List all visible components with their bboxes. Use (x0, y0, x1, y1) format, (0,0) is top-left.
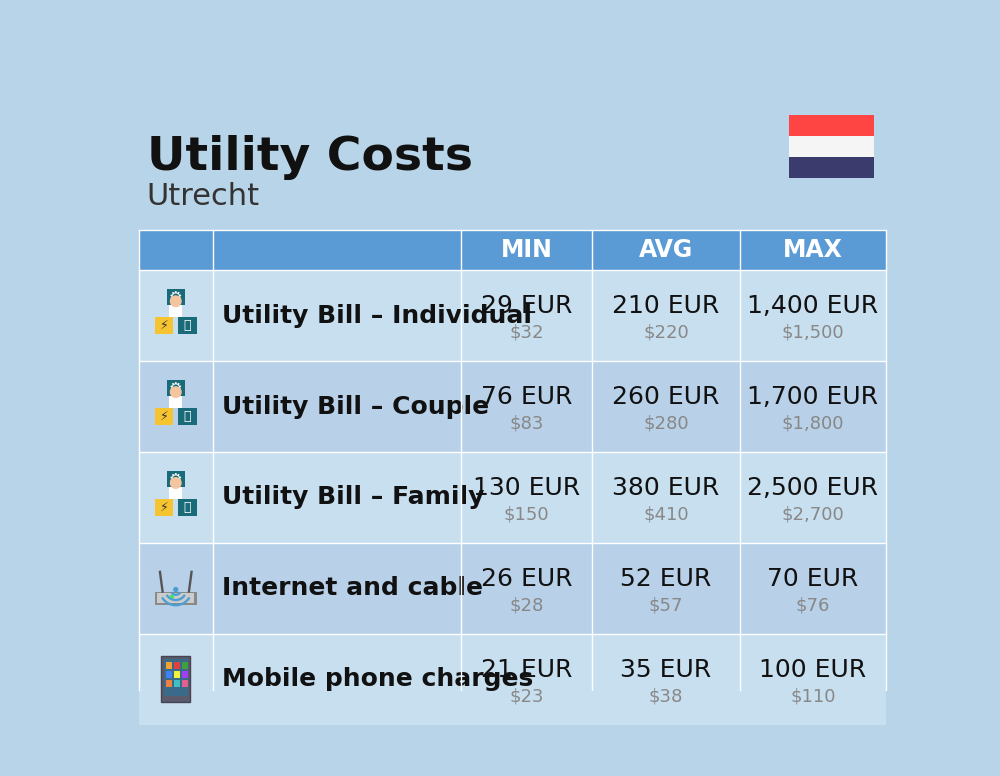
Text: 70 EUR: 70 EUR (767, 567, 858, 591)
Text: MIN: MIN (501, 238, 552, 262)
Text: 100 EUR: 100 EUR (759, 658, 866, 682)
Text: Utility Bill – Couple: Utility Bill – Couple (222, 394, 489, 418)
Bar (174, 662, 180, 669)
Bar (174, 671, 180, 677)
Bar (789, 136, 874, 157)
Bar (169, 305, 182, 317)
Text: $1,500: $1,500 (782, 324, 844, 341)
Bar (182, 671, 188, 677)
Text: Utility Bill – Family: Utility Bill – Family (222, 485, 484, 509)
Bar (139, 634, 886, 725)
Text: 52 EUR: 52 EUR (620, 567, 712, 591)
Text: $2,700: $2,700 (781, 505, 844, 523)
Bar (139, 452, 886, 542)
Bar (155, 317, 173, 334)
Text: 1,700 EUR: 1,700 EUR (747, 385, 878, 409)
Text: $23: $23 (509, 687, 544, 705)
Bar (166, 681, 172, 687)
Text: $38: $38 (649, 687, 683, 705)
Bar (182, 681, 188, 687)
Bar (164, 660, 188, 696)
Text: $1,800: $1,800 (782, 414, 844, 432)
Bar (155, 408, 173, 424)
Text: 130 EUR: 130 EUR (473, 476, 580, 500)
Bar (169, 396, 182, 408)
Text: $150: $150 (504, 505, 549, 523)
Text: 210 EUR: 210 EUR (612, 294, 720, 318)
Text: ⚙: ⚙ (169, 289, 183, 305)
Bar (139, 542, 886, 634)
Bar (592, 230, 740, 270)
Text: Utrecht: Utrecht (147, 182, 260, 210)
Circle shape (170, 296, 181, 307)
Text: $32: $32 (509, 324, 544, 341)
Circle shape (174, 587, 178, 591)
Bar (161, 656, 190, 702)
Text: $57: $57 (649, 596, 683, 614)
Bar (169, 487, 182, 499)
Text: $410: $410 (643, 505, 689, 523)
Text: $280: $280 (643, 414, 689, 432)
Bar (139, 270, 886, 361)
Text: 21 EUR: 21 EUR (481, 658, 572, 682)
Bar (167, 471, 185, 487)
Text: Internet and cable: Internet and cable (222, 577, 483, 600)
Text: ⚡: ⚡ (160, 501, 168, 514)
Bar (740, 230, 886, 270)
Text: $220: $220 (643, 324, 689, 341)
Text: 2,500 EUR: 2,500 EUR (747, 476, 878, 500)
Circle shape (170, 387, 181, 397)
Text: Utility Costs: Utility Costs (147, 136, 473, 181)
Text: Mobile phone charges: Mobile phone charges (222, 667, 533, 691)
Circle shape (170, 478, 181, 488)
Circle shape (173, 695, 178, 700)
Text: 🚰: 🚰 (184, 319, 191, 332)
Bar (178, 408, 197, 424)
Text: 1,400 EUR: 1,400 EUR (747, 294, 878, 318)
Text: 260 EUR: 260 EUR (612, 385, 720, 409)
Bar (166, 671, 172, 677)
Text: 29 EUR: 29 EUR (481, 294, 572, 318)
Bar (155, 499, 173, 516)
Bar (167, 289, 185, 305)
Text: ⚡: ⚡ (160, 319, 168, 332)
Bar (167, 380, 185, 396)
Text: 380 EUR: 380 EUR (612, 476, 720, 500)
Text: 🚰: 🚰 (184, 501, 191, 514)
Text: AVG: AVG (639, 238, 693, 262)
Bar (789, 115, 874, 136)
Bar (178, 499, 197, 516)
Bar (139, 230, 461, 270)
Text: $28: $28 (509, 596, 544, 614)
Text: 26 EUR: 26 EUR (481, 567, 572, 591)
Text: Utility Bill – Individual: Utility Bill – Individual (222, 303, 532, 327)
Text: ⚙: ⚙ (169, 381, 183, 396)
Text: $110: $110 (790, 687, 836, 705)
Bar (155, 591, 197, 605)
Text: ⚙: ⚙ (169, 472, 183, 487)
Bar (461, 230, 592, 270)
Bar (139, 361, 886, 452)
Text: 🚰: 🚰 (184, 410, 191, 423)
Text: $76: $76 (796, 596, 830, 614)
Text: ⚡: ⚡ (160, 410, 168, 423)
Bar (157, 593, 194, 603)
Bar (174, 681, 180, 687)
Bar (182, 662, 188, 669)
Text: MAX: MAX (783, 238, 843, 262)
Bar (789, 157, 874, 178)
Text: 76 EUR: 76 EUR (481, 385, 572, 409)
Text: $83: $83 (509, 414, 544, 432)
Bar (166, 662, 172, 669)
Text: 35 EUR: 35 EUR (620, 658, 712, 682)
Bar (170, 594, 174, 598)
Bar (178, 317, 197, 334)
